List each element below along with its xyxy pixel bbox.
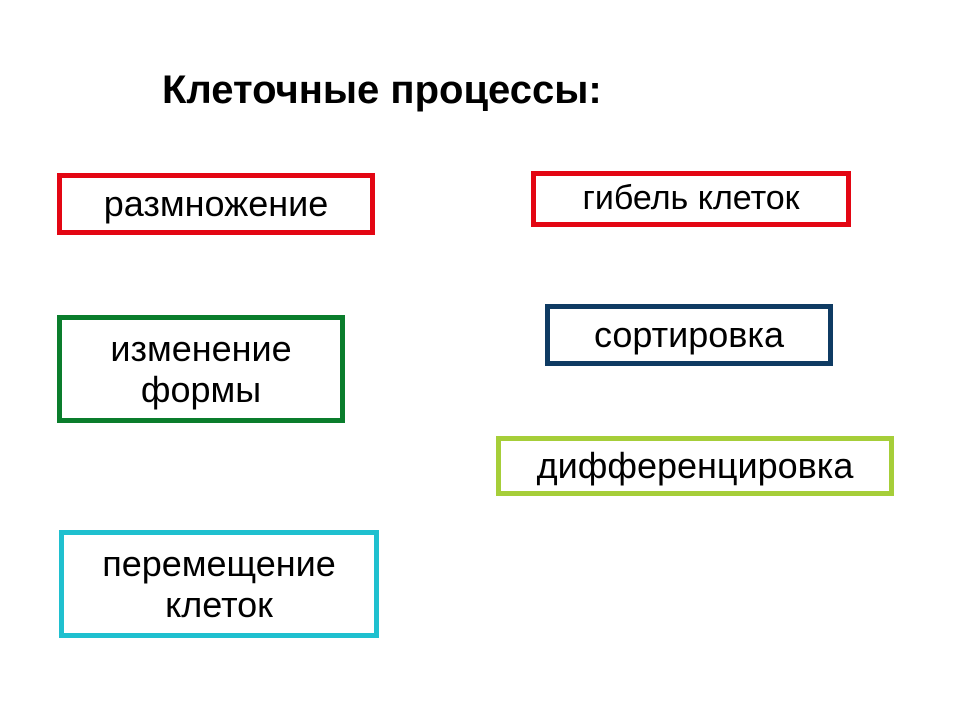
box-cell-death: гибель клеток <box>531 171 851 227</box>
box-cell-movement-label: перемещение клеток <box>65 543 373 626</box>
diagram-title: Клеточные процессы: <box>162 68 602 113</box>
box-sorting: сортировка <box>545 304 833 366</box>
diagram-canvas: Клеточные процессы: размножение гибель к… <box>0 0 960 720</box>
box-reproduction-label: размножение <box>104 183 329 224</box>
box-differentiation-label: дифференцировка <box>537 445 854 486</box>
box-sorting-label: сортировка <box>594 314 784 355</box>
box-differentiation: дифференцировка <box>496 436 894 496</box>
box-cell-movement: перемещение клеток <box>59 530 379 638</box>
box-shape-change-label: изменение формы <box>63 328 339 411</box>
box-reproduction: размножение <box>57 173 375 235</box>
box-shape-change: изменение формы <box>57 315 345 423</box>
box-cell-death-label: гибель клеток <box>582 179 799 218</box>
